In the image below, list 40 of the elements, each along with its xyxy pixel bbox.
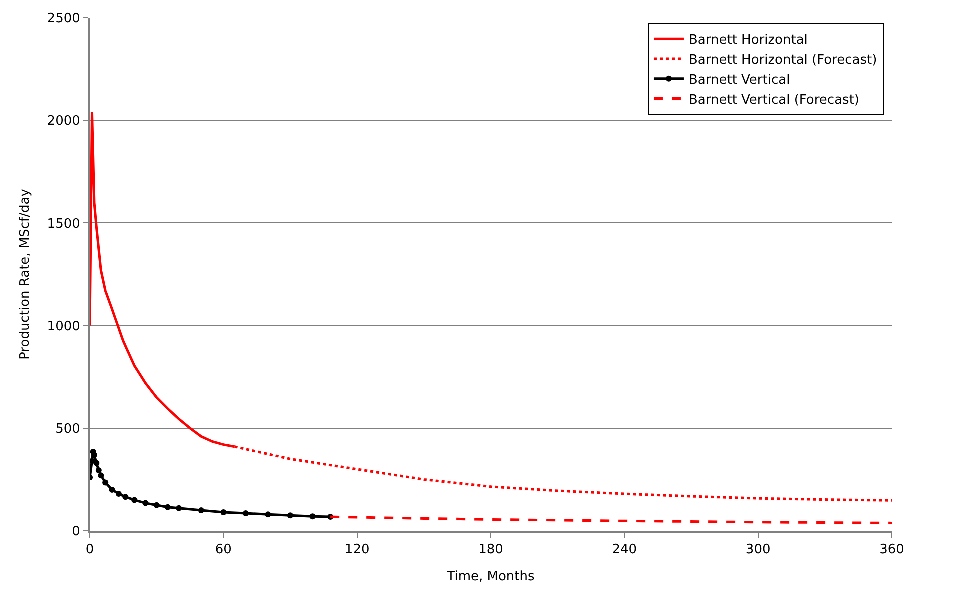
point — [109, 486, 116, 493]
point — [176, 505, 182, 512]
point — [98, 472, 104, 479]
x-tick-label: 60 — [215, 542, 232, 558]
point — [265, 512, 272, 518]
legend-label: Barnett Horizontal (Forecast) — [688, 53, 878, 68]
x-tick-label: 300 — [746, 542, 771, 558]
point — [90, 458, 96, 464]
line-series — [329, 516, 892, 524]
point — [310, 514, 316, 520]
point — [288, 512, 294, 519]
x-tick-label: 240 — [612, 542, 638, 558]
y-tick-label: 1500 — [47, 216, 80, 232]
x-tick-label: 180 — [478, 542, 504, 558]
y-tick-label: 2000 — [47, 114, 80, 130]
point — [94, 460, 100, 466]
point — [132, 497, 138, 504]
point — [164, 504, 171, 510]
point — [242, 510, 249, 517]
y-tick-label: 0 — [72, 524, 80, 540]
x-tick-label: 120 — [344, 542, 370, 558]
point — [142, 500, 149, 506]
y-axis-title: Production Rate, MScf/day — [18, 188, 33, 360]
legend-label: Barnett Vertical — [688, 72, 790, 88]
point — [154, 502, 160, 508]
y-tick-label: 500 — [56, 422, 80, 437]
point — [122, 494, 129, 500]
legend-label: Barnett Vertical (Forecast) — [688, 92, 860, 108]
point — [116, 491, 122, 498]
y-tick-label: 1000 — [47, 319, 80, 334]
legend-label: Barnett Horizontal — [688, 33, 808, 48]
y-tick-label: 2500 — [47, 12, 80, 27]
x-tick-label: 360 — [880, 542, 904, 558]
point — [198, 507, 204, 514]
point — [96, 467, 102, 474]
point — [91, 452, 98, 458]
x-tick-label: 0 — [86, 542, 94, 558]
point — [102, 480, 109, 486]
point — [220, 510, 227, 516]
x-axis-title: Time, Months — [446, 570, 536, 585]
